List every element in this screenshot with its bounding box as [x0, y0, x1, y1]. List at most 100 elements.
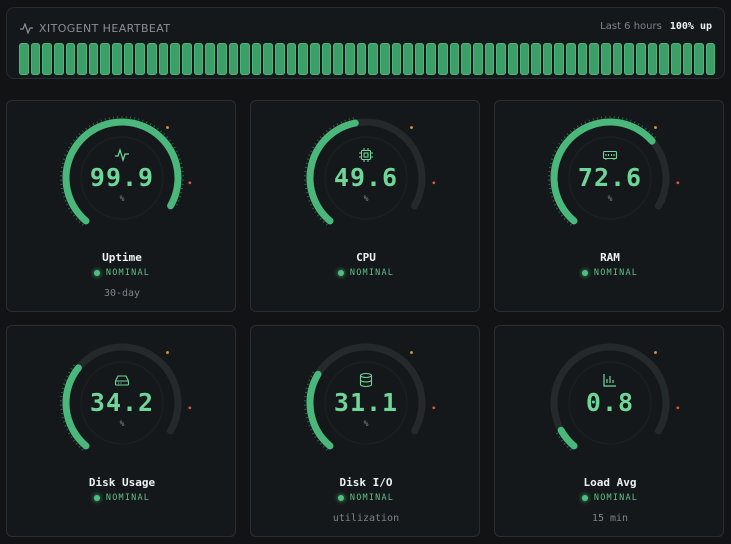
- heartbeat-bar[interactable]: [705, 43, 716, 75]
- heartbeat-bar[interactable]: [158, 43, 169, 75]
- heartbeat-bar[interactable]: [403, 43, 413, 75]
- heartbeat-bar[interactable]: [19, 43, 29, 75]
- heartbeat-bar[interactable]: [484, 43, 495, 75]
- heartbeat-bar[interactable]: [298, 43, 309, 75]
- gauge-inner-ring: [80, 361, 164, 445]
- gauge-tick: [75, 217, 78, 220]
- heartbeat-bar[interactable]: [356, 43, 367, 75]
- heartbeat-bar[interactable]: [531, 43, 541, 75]
- heartbeat-bar[interactable]: [682, 43, 693, 75]
- heartbeat-bar[interactable]: [601, 43, 611, 75]
- heartbeat-bar[interactable]: [647, 43, 658, 75]
- gauge-tick: [68, 432, 71, 435]
- status-badge: NOMINAL: [7, 493, 237, 503]
- heartbeat-bar[interactable]: [507, 43, 518, 75]
- heartbeat-bar[interactable]: [670, 43, 681, 75]
- heartbeat-bar[interactable]: [123, 43, 134, 75]
- gauge-tick: [312, 371, 315, 374]
- cpu-chip-icon: [358, 147, 374, 163]
- heartbeat-bar[interactable]: [30, 43, 41, 75]
- heartbeat-bar[interactable]: [170, 43, 180, 75]
- heartbeat-bar[interactable]: [321, 43, 332, 75]
- metric-subtitle: 15 min: [591, 513, 629, 524]
- gauge-tick: [177, 154, 180, 156]
- heartbeat-bar[interactable]: [635, 43, 646, 75]
- heartbeat-bar[interactable]: [472, 43, 483, 75]
- gauge-tick: [160, 130, 163, 133]
- gauge-tick: [66, 428, 69, 431]
- gauge-tick: [178, 196, 182, 198]
- heartbeat-bar[interactable]: [659, 43, 669, 75]
- gauge-tick: [306, 383, 310, 385]
- gauge-tick: [644, 127, 647, 130]
- heartbeat-bar[interactable]: [88, 43, 99, 75]
- status-dot: [581, 270, 588, 276]
- heartbeat-bar[interactable]: [100, 43, 111, 75]
- gauge-warn-marker: [166, 351, 169, 354]
- gauge-tick: [72, 439, 75, 442]
- heartbeat-bar[interactable]: [263, 43, 274, 75]
- heartbeat-bar[interactable]: [612, 43, 623, 75]
- gauge-tick: [626, 118, 628, 121]
- heartbeat-bar[interactable]: [42, 43, 52, 75]
- status-dot: [581, 495, 588, 501]
- heartbeat-bar[interactable]: [577, 43, 588, 75]
- heartbeat-bar[interactable]: [391, 43, 402, 75]
- heartbeat-bar[interactable]: [566, 43, 576, 75]
- heartbeat-bar[interactable]: [461, 43, 471, 75]
- heartbeat-bar[interactable]: [344, 43, 355, 75]
- metric-card-disk-usage[interactable]: 34.2 % Disk Usage NOMINAL: [6, 325, 236, 537]
- heartbeat-bar[interactable]: [589, 43, 600, 75]
- heartbeat-bar[interactable]: [519, 43, 530, 75]
- heartbeat-bar[interactable]: [333, 43, 343, 75]
- heartbeat-bar[interactable]: [205, 43, 215, 75]
- gauge-tick: [310, 203, 313, 206]
- heartbeat-bar[interactable]: [368, 43, 378, 75]
- heartbeat-bar[interactable]: [438, 43, 448, 75]
- heartbeat-bar[interactable]: [542, 43, 553, 75]
- gauge-cpu: [304, 117, 436, 226]
- heartbeat-bar[interactable]: [496, 43, 506, 75]
- gauge-tick: [75, 136, 78, 139]
- heartbeat-bar[interactable]: [251, 43, 262, 75]
- metric-card-disk-io[interactable]: 31.1 % Disk I/O NOMINAL utilization: [250, 325, 480, 537]
- metric-card-ram[interactable]: 72.6 % RAM NOMINAL: [494, 100, 724, 312]
- gauge-tick: [569, 223, 572, 226]
- heartbeat-bar[interactable]: [181, 43, 192, 75]
- gauge-tick: [66, 150, 69, 153]
- heartbeat-bar[interactable]: [216, 43, 227, 75]
- heartbeat-bar[interactable]: [193, 43, 204, 75]
- heartbeat-bar[interactable]: [414, 43, 425, 75]
- gauge-tick: [348, 118, 350, 121]
- heartbeat-bar[interactable]: [286, 43, 297, 75]
- gauge-tick: [637, 123, 640, 126]
- heartbeat-bar[interactable]: [624, 43, 634, 75]
- metric-card-uptime[interactable]: 99.9 % Uptime NOMINAL 30-day: [6, 100, 236, 312]
- activity-icon: [20, 22, 33, 34]
- heartbeat-bar[interactable]: [147, 43, 157, 75]
- gauge-inner-ring: [324, 136, 408, 220]
- gauge-tick: [310, 150, 313, 153]
- heartbeat-bar[interactable]: [112, 43, 122, 75]
- heartbeat-bar[interactable]: [275, 43, 285, 75]
- heartbeat-bar[interactable]: [65, 43, 76, 75]
- heartbeat-bar[interactable]: [426, 43, 437, 75]
- heartbeat-bar[interactable]: [694, 43, 704, 75]
- gauge-tick: [70, 142, 73, 145]
- heartbeat-bar[interactable]: [554, 43, 565, 75]
- gauge-tick: [310, 375, 313, 378]
- heartbeat-bar[interactable]: [53, 43, 64, 75]
- heartbeat-bar[interactable]: [240, 43, 250, 75]
- metric-card-load-avg[interactable]: 0.8 Load Avg NOMINAL 15 min: [494, 325, 724, 537]
- heartbeat-bar[interactable]: [135, 43, 146, 75]
- metric-card-cpu[interactable]: 49.6 % CPU NOMINAL: [250, 100, 480, 312]
- heartbeat-bar[interactable]: [77, 43, 87, 75]
- gauge-tick: [64, 200, 67, 202]
- heartbeat-bar[interactable]: [228, 43, 239, 75]
- status-dot: [93, 270, 100, 276]
- heartbeat-bar[interactable]: [449, 43, 460, 75]
- heartbeat-bar[interactable]: [310, 43, 320, 75]
- gauge-tick: [85, 127, 88, 130]
- heartbeat-bar[interactable]: [379, 43, 390, 75]
- status-badge: NOMINAL: [7, 268, 237, 278]
